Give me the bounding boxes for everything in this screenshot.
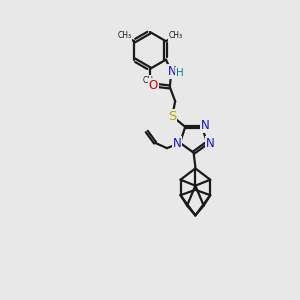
Text: H: H	[176, 68, 184, 78]
Text: CH₃: CH₃	[143, 76, 157, 85]
Text: S: S	[168, 110, 176, 123]
Text: N: N	[173, 137, 182, 150]
Text: N: N	[201, 119, 209, 132]
Text: N: N	[206, 137, 215, 150]
Text: CH₃: CH₃	[169, 31, 183, 40]
Text: CH₃: CH₃	[117, 31, 131, 40]
Text: O: O	[148, 79, 158, 92]
Text: N: N	[168, 65, 177, 78]
